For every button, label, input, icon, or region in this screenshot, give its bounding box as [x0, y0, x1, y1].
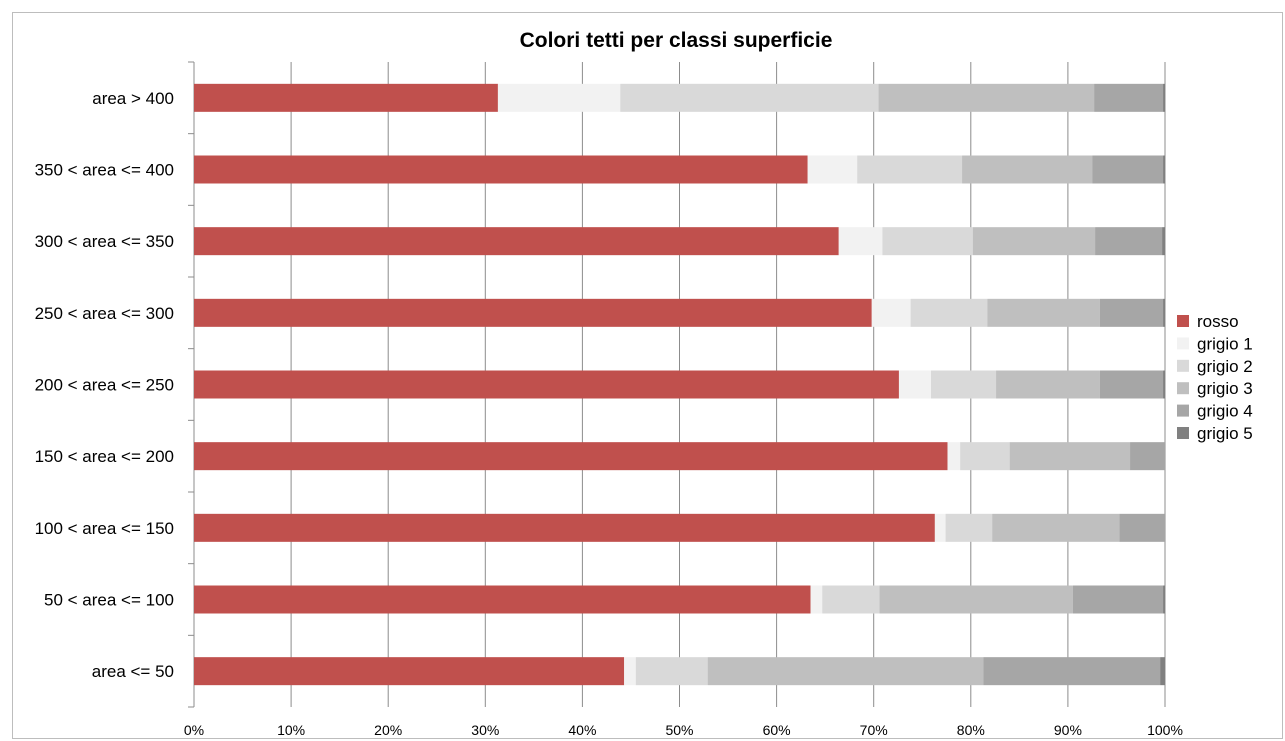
legend-label: grigio 4 — [1197, 402, 1253, 421]
bar-rosso-4 — [194, 370, 899, 399]
bar-grigio-4-5 — [1130, 442, 1165, 471]
x-tick-label: 0% — [184, 722, 204, 738]
bar-grigio-1-5 — [947, 442, 961, 471]
bar-grigio-1-4 — [898, 370, 931, 399]
bar-grigio-3-4 — [996, 370, 1100, 399]
bars — [194, 83, 1165, 686]
bar-rosso-3 — [194, 298, 872, 327]
category-label: 50 < area <= 100 — [44, 591, 174, 610]
category-label: 350 < area <= 400 — [35, 161, 174, 180]
bar-grigio-2-3 — [910, 298, 988, 327]
category-label: 300 < area <= 350 — [35, 232, 174, 251]
x-tick-label: 80% — [957, 722, 985, 738]
category-label: 100 < area <= 150 — [35, 519, 174, 538]
bar-grigio-3-0 — [878, 83, 1095, 112]
bar-grigio-2-1 — [857, 155, 963, 184]
bar-rosso-6 — [194, 513, 935, 542]
bar-grigio-2-8 — [635, 657, 708, 686]
bar-grigio-5-1 — [1163, 155, 1165, 184]
bar-rosso-7 — [194, 585, 811, 614]
category-label: 250 < area <= 300 — [35, 304, 174, 323]
x-tick-label: 70% — [860, 722, 888, 738]
x-tick-label: 50% — [665, 722, 693, 738]
legend-label: grigio 1 — [1197, 334, 1253, 353]
bar-grigio-4-2 — [1095, 227, 1163, 256]
bar-grigio-2-6 — [945, 513, 993, 542]
bar-grigio-1-8 — [624, 657, 636, 686]
bar-grigio-1-7 — [810, 585, 823, 614]
bar-grigio-5-8 — [1160, 657, 1165, 686]
bar-grigio-2-2 — [882, 227, 973, 256]
bar-rosso-5 — [194, 442, 948, 471]
bar-grigio-4-3 — [1099, 298, 1164, 327]
legend-swatch — [1177, 427, 1189, 439]
bar-grigio-1-1 — [807, 155, 858, 184]
bar-grigio-4-7 — [1072, 585, 1164, 614]
bar-grigio-4-1 — [1092, 155, 1164, 184]
x-tick-label: 10% — [277, 722, 305, 738]
category-label: 150 < area <= 200 — [35, 447, 174, 466]
x-axis-labels: 0% 10% 20% 30% 40% 50% 60% 70% 80% 90% 100% — [184, 722, 1183, 738]
bar-grigio-2-4 — [930, 370, 997, 399]
legend-swatch — [1177, 404, 1189, 417]
bar-grigio-3-1 — [962, 155, 1093, 184]
legend-label: rosso — [1197, 312, 1239, 331]
bar-grigio-1-0 — [497, 83, 621, 112]
bar-rosso-0 — [194, 83, 498, 112]
legend-swatch — [1177, 337, 1189, 350]
bar-grigio-2-5 — [960, 442, 1010, 471]
x-tick-label: 30% — [471, 722, 499, 738]
bar-grigio-5-4 — [1163, 370, 1165, 399]
bar-grigio-5-7 — [1163, 585, 1165, 614]
bar-grigio-4-6 — [1119, 513, 1165, 542]
bar-grigio-3-6 — [992, 513, 1120, 542]
legend-swatch — [1177, 359, 1189, 372]
x-tick-label: 60% — [763, 722, 791, 738]
bar-grigio-3-2 — [972, 227, 1096, 256]
bar-grigio-3-3 — [987, 298, 1100, 327]
bar-grigio-5-0 — [1163, 83, 1165, 112]
x-tick-label: 20% — [374, 722, 402, 738]
bar-grigio-5-3 — [1163, 298, 1165, 327]
legend-label: grigio 2 — [1197, 357, 1253, 376]
bar-rosso-8 — [194, 657, 625, 686]
bar-grigio-2-7 — [822, 585, 880, 614]
category-label: area > 400 — [92, 89, 174, 108]
bar-grigio-3-8 — [707, 657, 984, 686]
bar-grigio-4-4 — [1099, 370, 1164, 399]
legend-label: grigio 3 — [1197, 379, 1253, 398]
legend-swatch — [1177, 382, 1189, 395]
bar-grigio-4-0 — [1094, 83, 1164, 112]
y-axis-labels: area > 400 350 < area <= 400 300 < area <=… — [35, 89, 174, 681]
x-tick-label: 90% — [1054, 722, 1082, 738]
legend-label: grigio 5 — [1197, 424, 1253, 443]
category-label: 200 < area <= 250 — [35, 376, 174, 395]
x-tick-label: 100% — [1147, 722, 1183, 738]
bar-grigio-1-3 — [871, 298, 911, 327]
bar-grigio-4-8 — [983, 657, 1161, 686]
category-label: area <= 50 — [92, 662, 174, 681]
bar-grigio-1-2 — [838, 227, 883, 256]
x-tick-label: 40% — [568, 722, 596, 738]
chart-title: Colori tetti per classi superficie — [520, 29, 833, 52]
bar-rosso-2 — [194, 227, 839, 256]
bar-grigio-3-5 — [1009, 442, 1131, 471]
bar-grigio-3-7 — [879, 585, 1073, 614]
bar-grigio-1-6 — [934, 513, 946, 542]
bar-grigio-5-2 — [1162, 227, 1165, 256]
bar-rosso-1 — [194, 155, 808, 184]
legend: rosso grigio 1 grigio 2 grigio 3 grigio 4 gri… — [1177, 312, 1253, 443]
legend-swatch — [1177, 315, 1189, 327]
bar-grigio-2-0 — [620, 83, 879, 112]
